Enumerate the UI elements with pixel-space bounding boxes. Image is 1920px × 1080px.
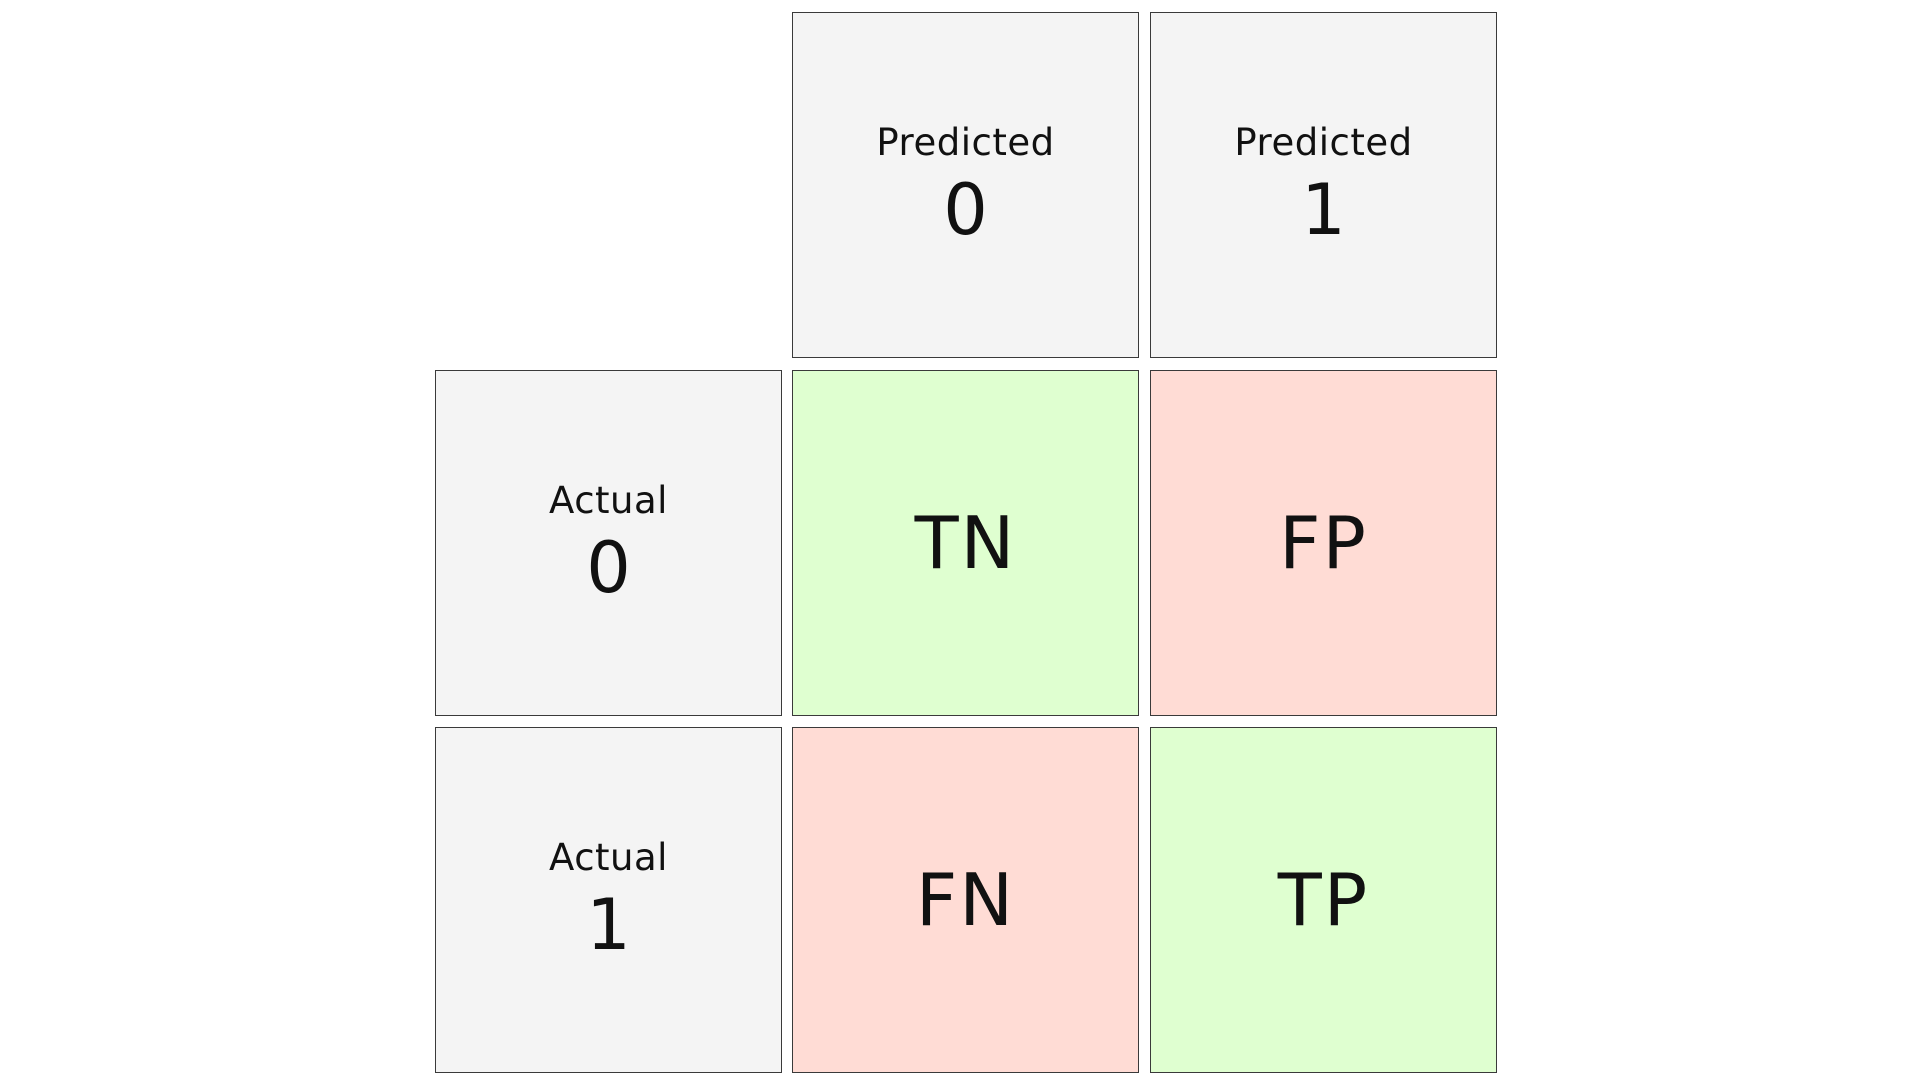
- cell-label-fn: FN: [915, 858, 1016, 942]
- row-header-value: 0: [586, 526, 631, 609]
- row-header-caption: Actual: [549, 479, 668, 523]
- column-header-caption: Predicted: [876, 121, 1055, 165]
- column-header-value: 1: [1301, 168, 1346, 251]
- column-header-caption: Predicted: [1234, 121, 1413, 165]
- cell-true-negative: TN: [792, 370, 1139, 716]
- row-header-value: 1: [586, 883, 631, 966]
- cell-false-positive: FP: [1150, 370, 1497, 716]
- cell-false-negative: FN: [792, 727, 1139, 1073]
- cell-label-fp: FP: [1279, 501, 1368, 585]
- cell-label-tn: TN: [914, 501, 1017, 585]
- row-header-caption: Actual: [549, 836, 668, 880]
- column-header-predicted-0: Predicted 0: [792, 12, 1139, 358]
- column-header-predicted-1: Predicted 1: [1150, 12, 1497, 358]
- row-header-actual-0: Actual 0: [435, 370, 782, 716]
- cell-label-tp: TP: [1277, 858, 1370, 942]
- column-header-value: 0: [943, 168, 988, 251]
- row-header-actual-1: Actual 1: [435, 727, 782, 1073]
- cell-true-positive: TP: [1150, 727, 1497, 1073]
